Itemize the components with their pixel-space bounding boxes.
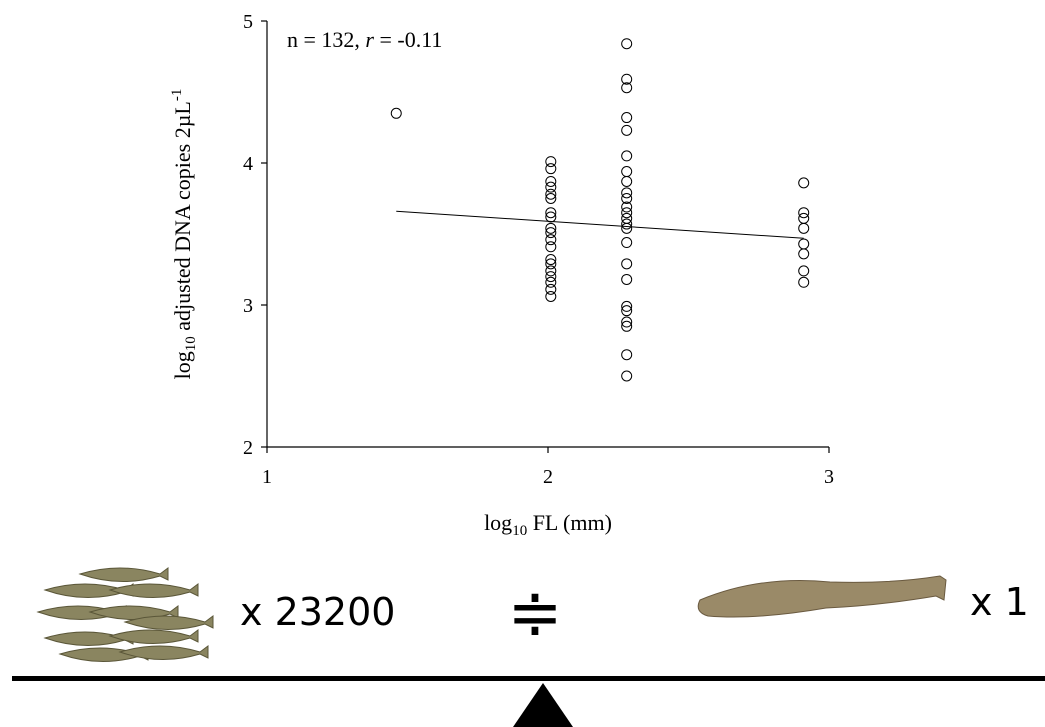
data-point	[621, 124, 633, 136]
data-point	[798, 248, 810, 260]
data-point	[545, 276, 557, 288]
left-multiplier: x 23200	[240, 590, 395, 634]
x-tick-label: 1	[262, 466, 272, 488]
data-point	[545, 156, 557, 168]
data-point	[621, 316, 633, 328]
right-multiplier: x 1	[970, 580, 1029, 624]
data-point	[621, 218, 633, 230]
data-point	[621, 82, 633, 94]
data-point	[798, 265, 810, 277]
data-point	[545, 265, 557, 277]
y-label-part: adjusted DNA copies 2µL	[170, 101, 195, 336]
annotation: n = 132, r = -0.11	[287, 27, 442, 52]
x-tick-label: 2	[543, 466, 553, 488]
x-label-part: FL (mm)	[527, 510, 612, 535]
seesaw-fulcrum	[513, 683, 573, 727]
data-point	[621, 150, 633, 162]
data-point	[545, 163, 557, 175]
annotation-part: n = 132,	[287, 27, 365, 52]
data-point	[545, 271, 557, 283]
y-tick-label: 3	[243, 295, 253, 317]
data-point	[798, 207, 810, 219]
data-point	[545, 241, 557, 253]
y-label-part: -1	[169, 89, 185, 102]
data-point	[621, 201, 633, 213]
data-point	[621, 112, 633, 124]
data-point	[545, 211, 557, 223]
data-point	[621, 349, 633, 361]
data-point	[545, 227, 557, 239]
data-point	[621, 193, 633, 204]
data-point	[621, 73, 633, 85]
data-point	[621, 237, 633, 249]
data-point	[545, 234, 557, 246]
data-point	[798, 177, 810, 189]
data-point	[621, 305, 633, 317]
data-point	[798, 276, 810, 288]
y-tick-label: 5	[243, 11, 253, 33]
x-tick-label: 3	[824, 466, 834, 488]
data-point	[798, 212, 810, 224]
data-point	[621, 175, 633, 187]
data-point	[545, 290, 557, 302]
y-tick-label: 4	[243, 153, 253, 175]
trend-line	[396, 210, 804, 239]
annotation-part: = -0.11	[374, 27, 442, 52]
annotation-part: r	[365, 27, 374, 52]
data-point	[621, 320, 633, 332]
data-point	[621, 166, 633, 178]
data-point	[545, 181, 557, 193]
data-point	[545, 283, 557, 295]
data-point	[545, 193, 557, 204]
y-label-part: 10	[183, 336, 199, 351]
data-point	[545, 254, 557, 266]
data-point	[621, 212, 633, 224]
data-point	[545, 222, 557, 234]
data-point	[545, 188, 557, 200]
data-point	[545, 207, 557, 219]
data-point	[621, 207, 633, 219]
data-point	[621, 273, 633, 285]
data-point	[545, 258, 557, 270]
fish-school	[36, 567, 214, 662]
data-point	[545, 175, 557, 187]
x-label-part: 10	[512, 523, 527, 539]
data-point	[621, 300, 633, 312]
data-point	[621, 222, 633, 234]
data-point	[798, 238, 810, 250]
data-point	[621, 370, 633, 382]
data-point	[621, 38, 633, 50]
data-point	[390, 107, 402, 119]
data-point	[621, 187, 633, 199]
y-tick-label: 2	[243, 437, 253, 459]
y-label-part: log	[170, 351, 195, 379]
seesaw-beam	[12, 676, 1045, 681]
data-point	[798, 222, 810, 234]
data-point	[621, 258, 633, 270]
x-label-part: log	[484, 510, 512, 535]
big-fish	[697, 575, 947, 618]
approx-equal-symbol: ≑	[507, 574, 562, 651]
x-axis-label: log10 FL (mm)	[484, 510, 612, 539]
y-axis-label: log10 adjusted DNA copies 2µL-1	[169, 89, 199, 380]
